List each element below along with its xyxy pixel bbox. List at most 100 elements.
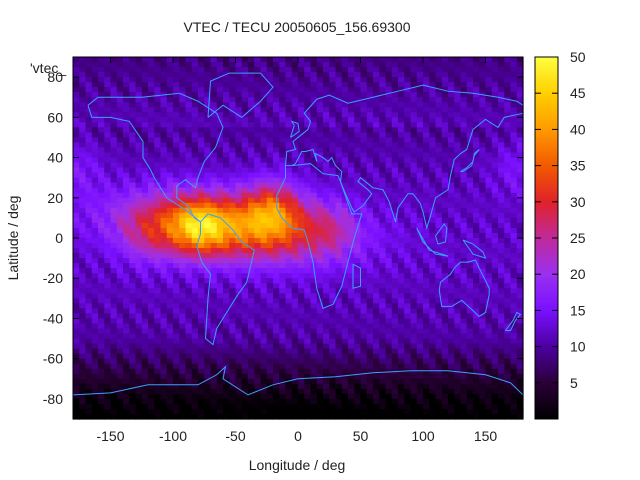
heatmap-cell [323, 67, 330, 73]
heatmap-cell [223, 313, 230, 320]
heatmap-cell [248, 137, 255, 144]
heatmap-cell [398, 363, 405, 370]
heatmap-cell [160, 162, 168, 169]
heatmap-cell [98, 348, 105, 355]
heatmap-cell [354, 217, 362, 224]
heatmap-cell [104, 243, 112, 249]
heatmap-cell [373, 127, 380, 134]
heatmap-cell [404, 258, 412, 264]
heatmap-cell [229, 222, 237, 229]
heatmap-cell [329, 87, 337, 93]
heatmap-cell [460, 368, 468, 375]
heatmap-cell [341, 92, 349, 98]
heatmap-cell [248, 363, 255, 370]
heatmap-cell [460, 388, 468, 395]
heatmap-cell [323, 162, 330, 169]
heatmap-cell [385, 62, 393, 68]
heatmap-cell [285, 202, 293, 209]
heatmap-cell [154, 207, 162, 214]
heatmap-cell [360, 308, 368, 315]
heatmap-cell [360, 383, 368, 390]
heatmap-cell [123, 363, 130, 370]
heatmap-cell [366, 72, 374, 78]
heatmap-cell [110, 172, 118, 179]
heatmap-cell [391, 358, 399, 365]
heatmap-cell [316, 107, 324, 113]
heatmap-cell [254, 157, 262, 164]
heatmap-cell [191, 293, 199, 299]
heatmap-cell [254, 57, 262, 63]
heatmap-cell [316, 308, 324, 315]
heatmap-cell [223, 57, 230, 63]
heatmap-cell [448, 62, 455, 68]
heatmap-cell [398, 102, 405, 108]
heatmap-cell [310, 343, 318, 350]
heatmap-cell [285, 187, 293, 194]
heatmap-cell [416, 112, 424, 118]
heatmap-cell [223, 238, 230, 244]
heatmap-cell [235, 253, 243, 259]
heatmap-cell [379, 132, 387, 139]
heatmap-cell [373, 333, 380, 340]
heatmap-cell [416, 343, 424, 350]
heatmap-cell [98, 393, 105, 400]
heatmap-cell [260, 202, 268, 209]
heatmap-cell [385, 268, 393, 274]
heatmap-cell [79, 358, 87, 365]
heatmap-cell [98, 293, 105, 299]
heatmap-cell [85, 338, 93, 345]
heatmap-cell [448, 92, 455, 98]
heatmap-cell [354, 333, 362, 340]
heatmap-cell [398, 82, 405, 88]
heatmap-cell [448, 313, 455, 320]
heatmap-cell [341, 353, 349, 360]
heatmap-cell [485, 182, 493, 189]
heatmap-cell [410, 328, 418, 335]
heatmap-cell [416, 92, 424, 98]
heatmap-cell [191, 197, 199, 204]
heatmap-cell [416, 323, 424, 330]
heatmap-cell [260, 343, 268, 350]
heatmap-cell [279, 243, 287, 249]
heatmap-cell [129, 72, 137, 78]
heatmap-cell [148, 338, 155, 345]
heatmap-cell [504, 62, 512, 68]
heatmap-cell [323, 142, 330, 149]
heatmap-cell [323, 57, 330, 63]
heatmap-cell [335, 222, 343, 229]
heatmap-cell [223, 192, 230, 199]
heatmap-cell [266, 243, 274, 249]
heatmap-cell [173, 258, 180, 264]
heatmap-cell [379, 238, 387, 244]
heatmap-cell [198, 57, 205, 63]
heatmap-cell [429, 293, 437, 299]
heatmap-cell [335, 117, 343, 123]
heatmap-cell [216, 92, 224, 98]
heatmap-cell [316, 87, 324, 93]
heatmap-cell [335, 92, 343, 98]
heatmap-cell [316, 258, 324, 264]
heatmap-cell [354, 293, 362, 299]
heatmap-cell [285, 313, 293, 320]
heatmap-cell [354, 288, 362, 294]
heatmap-cell [429, 263, 437, 269]
heatmap-cell [379, 172, 387, 179]
heatmap-cell [273, 132, 280, 139]
heatmap-cell [354, 263, 362, 269]
heatmap-cell [298, 92, 305, 98]
heatmap-cell [141, 273, 149, 279]
heatmap-cell [260, 398, 268, 405]
heatmap-cell [279, 303, 287, 309]
heatmap-cell [85, 62, 93, 68]
heatmap-cell [154, 232, 162, 239]
heatmap-cell [123, 403, 130, 410]
heatmap-cell [141, 268, 149, 274]
heatmap-cell [173, 318, 180, 325]
heatmap-cell [479, 378, 487, 385]
heatmap-cell [160, 318, 168, 325]
heatmap-cell [479, 187, 487, 194]
heatmap-cell [185, 87, 193, 93]
heatmap-cell [479, 283, 487, 289]
heatmap-cell [448, 363, 455, 370]
heatmap-cell [435, 358, 443, 365]
